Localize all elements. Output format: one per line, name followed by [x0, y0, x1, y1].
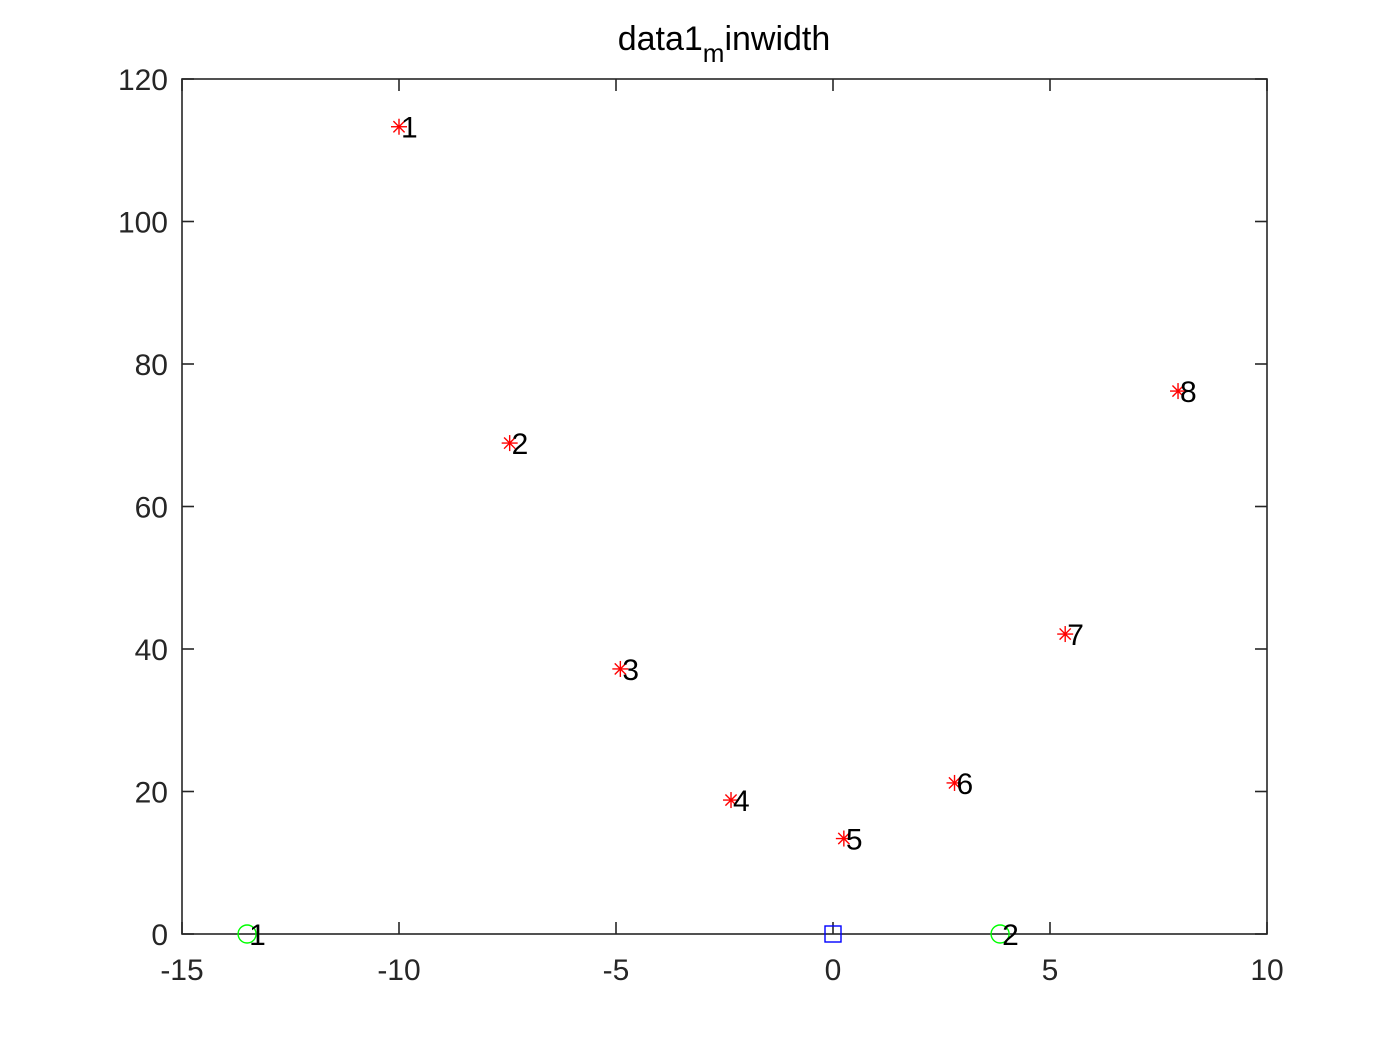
point-label: 4 [733, 785, 750, 818]
y-axis: 0 20 40 60 80 100 120 [118, 64, 1267, 952]
plot-area [181, 78, 1268, 935]
asterisk-stroke [614, 662, 627, 676]
plot-box [181, 78, 1268, 935]
circle-marker [237, 924, 257, 944]
y-tick-label: 80 [135, 349, 168, 382]
asterisk-stroke [1059, 627, 1072, 641]
square-marker [824, 925, 842, 943]
asterisk-marker [391, 118, 407, 135]
point-label: 2 [1002, 919, 1019, 952]
point-label: 2 [512, 428, 529, 461]
asterisk-marker [1057, 626, 1074, 643]
x-tick-label: -10 [377, 954, 420, 987]
circle-marker [990, 924, 1010, 944]
chart-title-tail: inwidth [724, 20, 830, 58]
asterisk-marker [835, 830, 852, 847]
point-label: 6 [957, 768, 974, 801]
asterisk-stroke [392, 120, 406, 133]
x-tick-label: -5 [603, 954, 630, 987]
asterisk-marker [946, 774, 963, 791]
asterisk-stroke [837, 832, 850, 845]
chart-title-subscript: m [703, 38, 725, 68]
y-tick-label: 20 [135, 777, 168, 810]
chart-title-main: data1 [618, 20, 703, 58]
asterisk-marker [723, 792, 740, 809]
asterisk-marker [1170, 383, 1187, 400]
asterisk-marker [612, 660, 629, 677]
point-label: 8 [1180, 376, 1197, 409]
data-markers: 1 2 3 4 5 6 7 8 1 2 [237, 112, 1197, 952]
y-tick-label: 100 [118, 207, 168, 240]
asterisk-stroke [948, 776, 961, 790]
point-label: 7 [1067, 619, 1084, 652]
x-tick-label: 5 [1042, 954, 1059, 987]
asterisk-stroke [724, 793, 738, 807]
point-label: 3 [622, 654, 639, 687]
x-tick-label: 10 [1250, 954, 1283, 987]
asterisk-stroke [503, 436, 516, 450]
point-label: 1 [401, 112, 418, 145]
asterisk-marker [501, 435, 518, 452]
point-label: 5 [846, 824, 863, 857]
x-axis: -15 -10 -5 0 5 10 [160, 79, 1284, 987]
asterisk-stroke [1171, 384, 1185, 398]
x-tick-label: -15 [160, 954, 203, 987]
y-tick-label: 60 [135, 492, 168, 525]
y-tick-label: 40 [135, 634, 168, 667]
chart-title: data1minwidth [618, 20, 831, 68]
y-tick-label: 0 [151, 919, 168, 952]
point-label: 1 [249, 919, 266, 952]
y-tick-label: 120 [118, 64, 168, 97]
x-tick-label: 0 [825, 954, 842, 987]
